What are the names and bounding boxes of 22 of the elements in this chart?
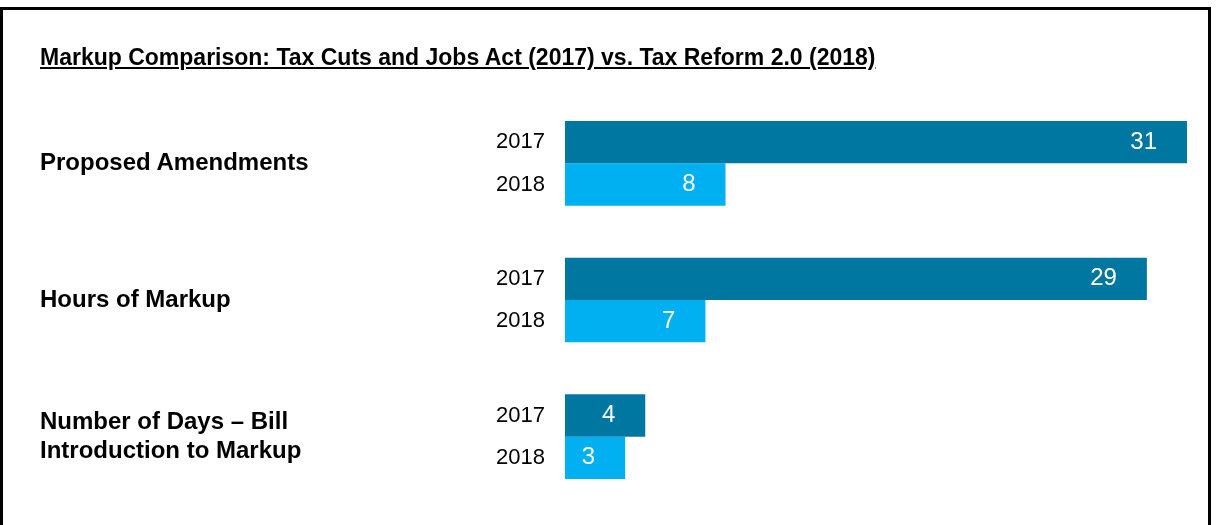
series-label: 2017: [496, 128, 545, 154]
text: 2017: [496, 264, 545, 290]
bar: [565, 257, 1147, 300]
text: 2017: [496, 401, 545, 427]
data-label: 4: [601, 400, 616, 428]
bar: [565, 163, 726, 206]
y-tick-label: Number of Days – Bill Introduction to Markup: [40, 406, 302, 463]
bar: [565, 300, 706, 343]
series-label: 2018: [496, 170, 545, 196]
y-tick-label: Hours of Markup: [40, 284, 231, 312]
text: 2018: [496, 443, 545, 469]
y-tick-label: Proposed Amendments: [40, 147, 309, 175]
data-label: 29: [1090, 263, 1117, 291]
bar: [565, 436, 626, 480]
chart-title: Markup Comparison: Tax Cuts and Jobs Act (2017) vs. Tax Reform 2.0 (2018): [40, 44, 876, 71]
text: 2018: [496, 307, 545, 333]
data-label: 8: [682, 169, 696, 197]
data-label: 3: [581, 442, 596, 470]
data-label: 7: [662, 305, 676, 333]
bar: [565, 120, 1187, 164]
data-label: 31: [1130, 126, 1157, 154]
bar: [565, 394, 646, 437]
